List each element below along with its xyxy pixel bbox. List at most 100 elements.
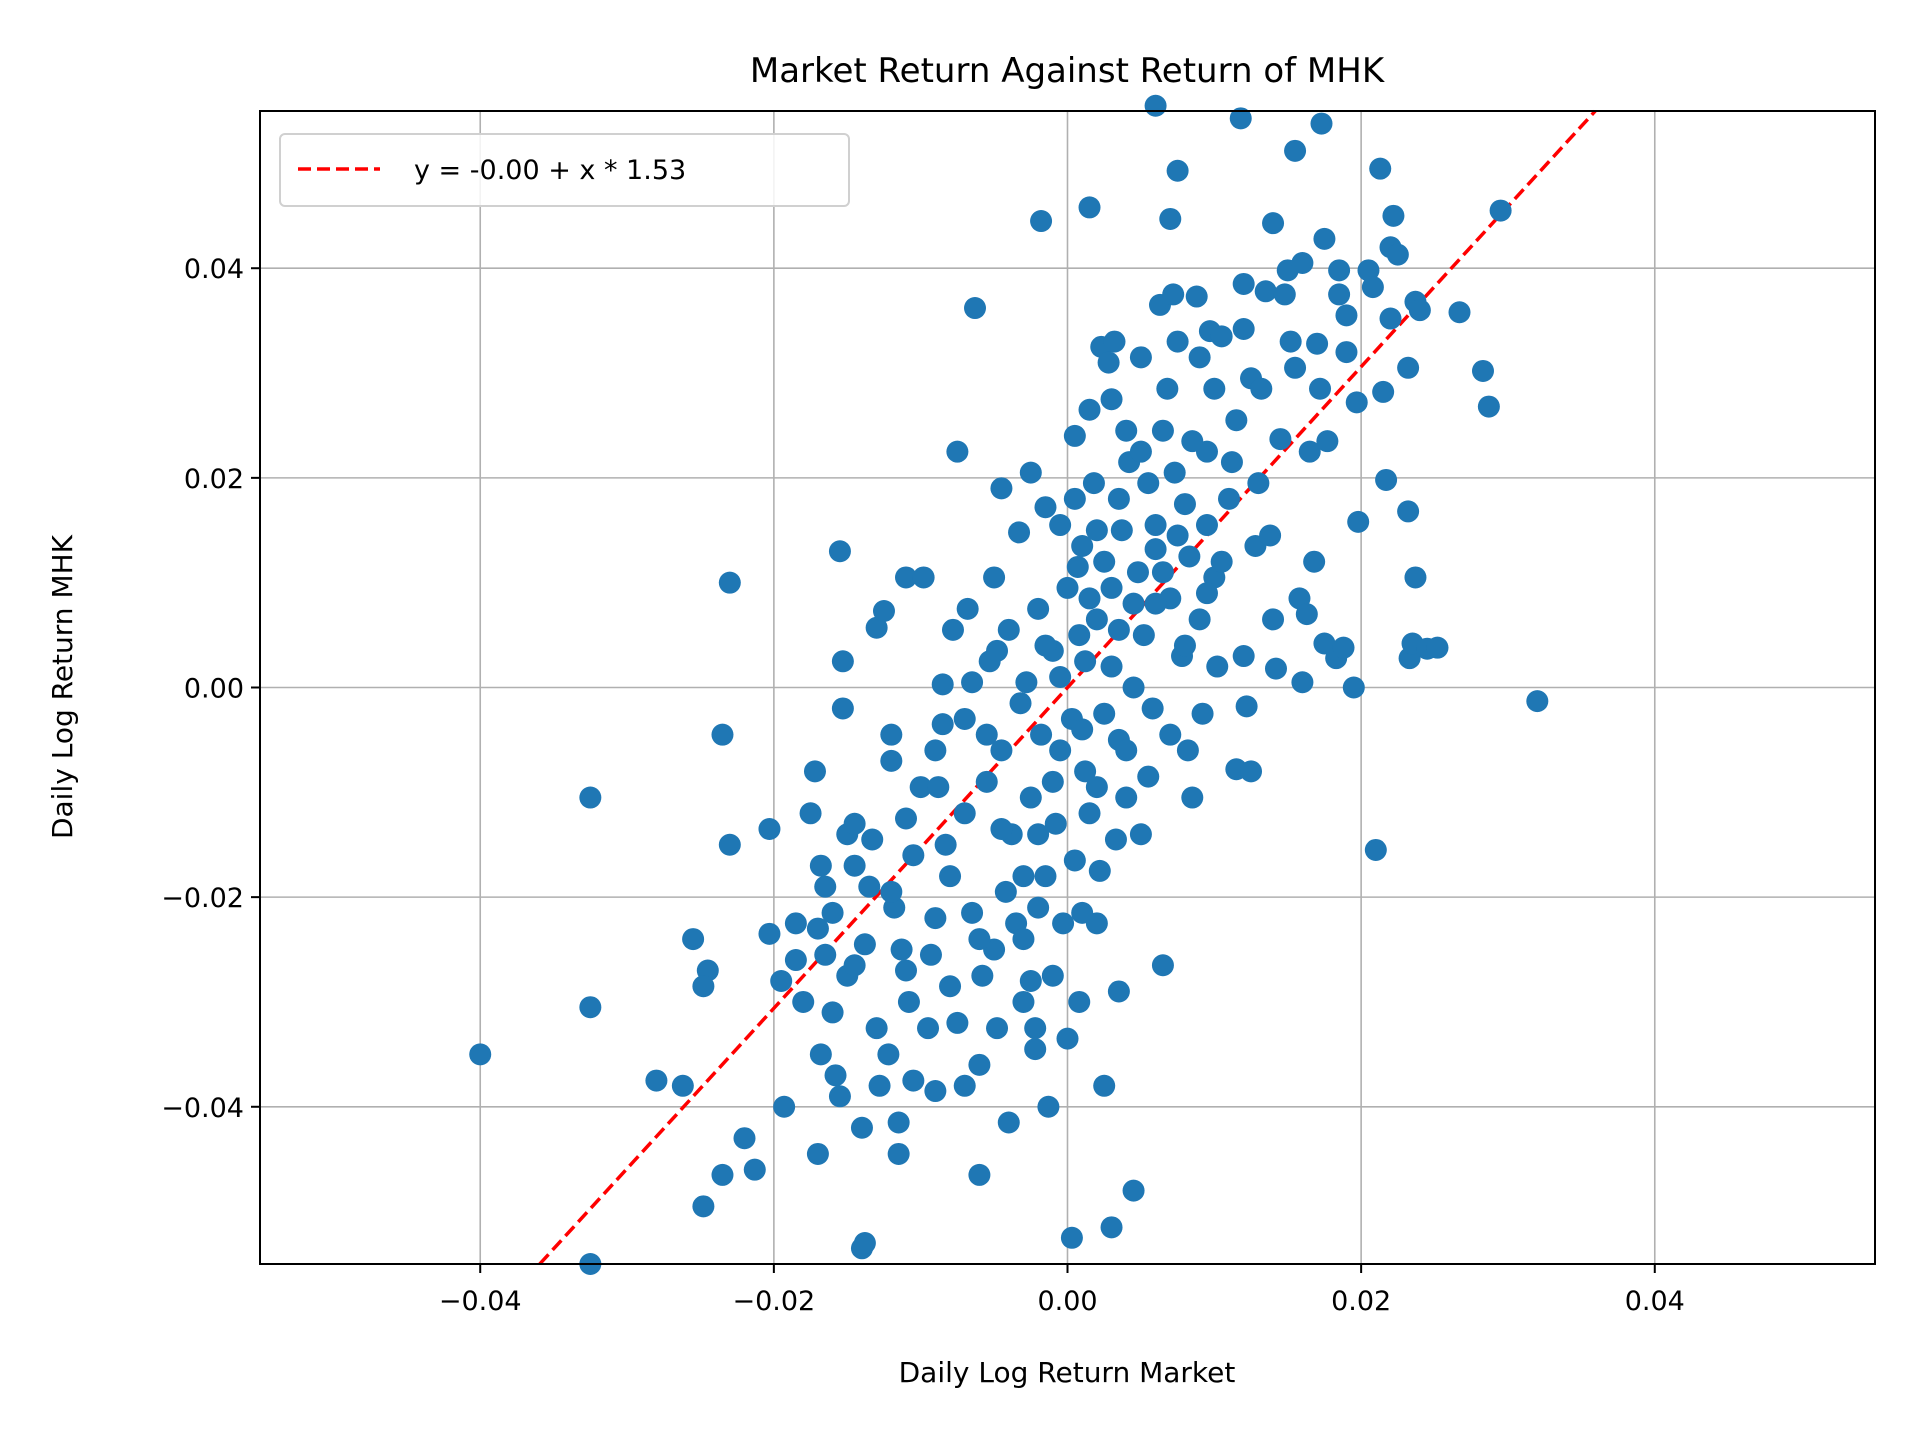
data-point bbox=[975, 723, 998, 746]
data-point bbox=[994, 880, 1017, 903]
data-point bbox=[1345, 391, 1368, 414]
data-point bbox=[902, 1069, 925, 1092]
data-point bbox=[809, 1043, 832, 1066]
data-point bbox=[1232, 272, 1255, 295]
data-point bbox=[1240, 760, 1263, 783]
data-point bbox=[880, 749, 903, 772]
data-point bbox=[868, 1074, 891, 1097]
data-point bbox=[1342, 676, 1365, 699]
data-point bbox=[1122, 676, 1145, 699]
x-tick-label: 0.00 bbox=[1037, 1286, 1097, 1317]
data-point bbox=[692, 975, 715, 998]
data-point bbox=[931, 673, 954, 696]
data-point bbox=[806, 1142, 829, 1165]
data-point bbox=[880, 723, 903, 746]
data-point bbox=[784, 912, 807, 935]
data-point bbox=[1284, 356, 1307, 379]
data-point bbox=[1206, 655, 1229, 678]
data-point bbox=[1030, 723, 1053, 746]
data-point bbox=[1071, 718, 1094, 741]
data-point bbox=[1049, 739, 1072, 762]
data-point bbox=[968, 1163, 991, 1186]
data-point bbox=[1115, 739, 1138, 762]
data-point bbox=[909, 776, 932, 799]
chart-title: Market Return Against Return of MHK bbox=[750, 51, 1386, 91]
data-point bbox=[1056, 576, 1079, 599]
data-point bbox=[1195, 582, 1218, 605]
data-point bbox=[1104, 828, 1127, 851]
data-point bbox=[1313, 227, 1336, 250]
data-point bbox=[799, 802, 822, 825]
data-point bbox=[1262, 608, 1285, 631]
data-point bbox=[1397, 356, 1420, 379]
data-point bbox=[711, 1163, 734, 1186]
y-tick-label: 0.02 bbox=[184, 464, 244, 495]
data-point bbox=[1151, 561, 1174, 584]
data-point bbox=[1009, 692, 1032, 715]
data-point bbox=[1489, 199, 1512, 222]
data-point bbox=[824, 1064, 847, 1087]
data-point bbox=[1250, 377, 1273, 400]
data-point bbox=[1107, 487, 1130, 510]
data-point bbox=[1269, 428, 1292, 451]
data-point bbox=[1162, 283, 1185, 306]
data-point bbox=[953, 1074, 976, 1097]
data-point bbox=[1082, 472, 1105, 495]
data-point bbox=[1071, 534, 1094, 557]
data-point bbox=[784, 949, 807, 972]
data-point bbox=[1328, 283, 1351, 306]
data-point bbox=[1303, 550, 1326, 573]
data-point bbox=[1115, 786, 1138, 809]
data-point bbox=[1085, 776, 1108, 799]
data-point bbox=[843, 854, 866, 877]
data-point bbox=[1159, 207, 1182, 230]
data-point bbox=[1166, 159, 1189, 182]
y-tick-label: −0.02 bbox=[161, 883, 244, 914]
data-point bbox=[718, 833, 741, 856]
data-point bbox=[1379, 307, 1402, 330]
data-point bbox=[1074, 650, 1097, 673]
legend-box bbox=[279, 133, 850, 207]
data-point bbox=[1078, 196, 1101, 219]
y-tick-label: −0.04 bbox=[161, 1093, 244, 1124]
data-point bbox=[1408, 299, 1431, 322]
data-point bbox=[961, 671, 984, 694]
data-point bbox=[1030, 210, 1053, 233]
data-point bbox=[1041, 964, 1064, 987]
data-point bbox=[1129, 346, 1152, 369]
data-point bbox=[1129, 440, 1152, 463]
data-point bbox=[983, 566, 1006, 589]
data-point bbox=[1273, 283, 1296, 306]
data-point bbox=[902, 844, 925, 867]
data-point bbox=[1012, 928, 1035, 951]
data-point bbox=[758, 818, 781, 841]
data-point bbox=[1328, 259, 1351, 282]
data-point bbox=[1063, 487, 1086, 510]
data-point bbox=[956, 597, 979, 620]
data-point bbox=[1220, 451, 1243, 474]
data-point bbox=[579, 786, 602, 809]
data-point bbox=[1093, 702, 1116, 725]
data-point bbox=[1229, 107, 1252, 130]
data-point bbox=[917, 1017, 940, 1040]
data-point bbox=[1181, 430, 1204, 453]
data-point bbox=[1085, 519, 1108, 542]
data-point bbox=[718, 571, 741, 594]
x-tick-label: 0.04 bbox=[1625, 1286, 1685, 1317]
x-tick-label: 0.02 bbox=[1331, 1286, 1391, 1317]
data-point bbox=[1052, 912, 1075, 935]
data-point bbox=[895, 807, 917, 830]
data-point bbox=[1078, 398, 1101, 421]
data-point bbox=[1110, 519, 1133, 542]
data-point bbox=[1335, 304, 1358, 327]
data-point bbox=[1361, 276, 1384, 299]
data-point bbox=[1225, 409, 1248, 432]
data-point bbox=[1347, 510, 1370, 533]
x-tick-label: −0.02 bbox=[732, 1286, 815, 1317]
data-point bbox=[1027, 823, 1050, 846]
data-point bbox=[806, 917, 829, 940]
data-point bbox=[858, 875, 881, 898]
data-point bbox=[853, 1232, 876, 1255]
x-tick-label: −0.04 bbox=[439, 1286, 522, 1317]
data-point bbox=[1163, 461, 1186, 484]
